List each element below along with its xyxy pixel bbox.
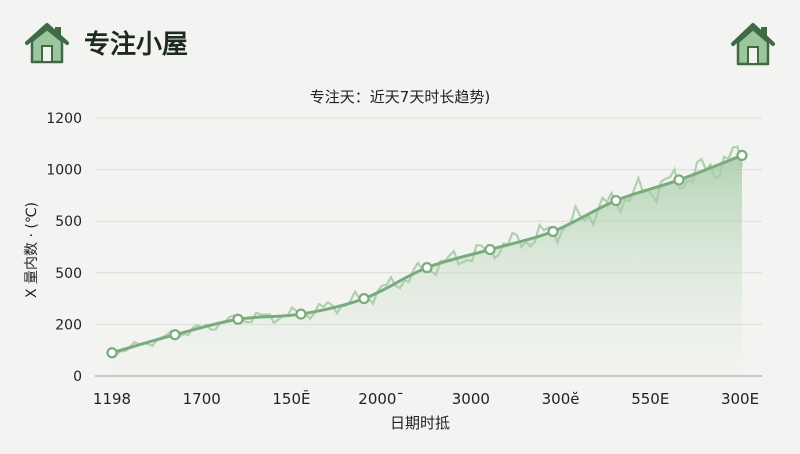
x-axis-ticks: 1198 1700 150Ӗ 2000ˉ 3000 300ӗ 550E 300E (93, 389, 759, 408)
data-point (736, 149, 748, 162)
house-icon (25, 23, 69, 64)
chart-container: 专注天：近天7天时长趋势) 0 200 500 500 1000 1200 1198 170… (0, 80, 800, 450)
data-point (610, 194, 622, 207)
home-button[interactable] (730, 22, 776, 66)
header: 专注小屋 (0, 0, 800, 80)
y-tick-label: 0 (73, 369, 82, 385)
x-tick-label: 1198 (93, 390, 131, 408)
x-axis-label: 日期时抵 (390, 414, 450, 432)
series-points (106, 149, 748, 359)
area-fill (112, 155, 742, 376)
data-point (106, 347, 118, 359)
app-title: 专注小屋 (84, 30, 189, 60)
y-axis-ticks: 0 200 500 500 1000 1200 (46, 111, 82, 385)
data-point (673, 174, 685, 186)
data-point (484, 243, 496, 256)
data-point (358, 293, 370, 305)
x-tick-label: 1700 (183, 390, 221, 408)
y-tick-label: 200 (55, 317, 82, 333)
data-point (547, 225, 559, 238)
y-axis-label: X 量内数 · (℃) (24, 202, 40, 298)
data-point (169, 329, 181, 341)
trend-chart: 专注天：近天7天时长趋势) 0 200 500 500 1000 1200 1198 170… (24, 88, 762, 432)
x-tick-label: 3000 (452, 390, 490, 408)
y-tick-label: 500 (55, 266, 82, 282)
chart-title: 专注天：近天7天时长趋势) (310, 88, 490, 106)
x-tick-label: 150Ӗ (272, 389, 310, 408)
x-tick-label: 2000ˉ (358, 390, 404, 408)
y-tick-label: 1000 (46, 163, 82, 179)
y-tick-label: 1200 (46, 111, 82, 127)
data-point (232, 313, 244, 325)
x-tick-label: 300ӗ (542, 390, 580, 408)
data-point (421, 262, 433, 274)
x-tick-label: 300E (721, 390, 759, 408)
y-tick-label: 500 (55, 214, 82, 230)
house-icon (731, 23, 775, 66)
x-tick-label: 550E (631, 390, 669, 408)
data-point (295, 308, 307, 320)
